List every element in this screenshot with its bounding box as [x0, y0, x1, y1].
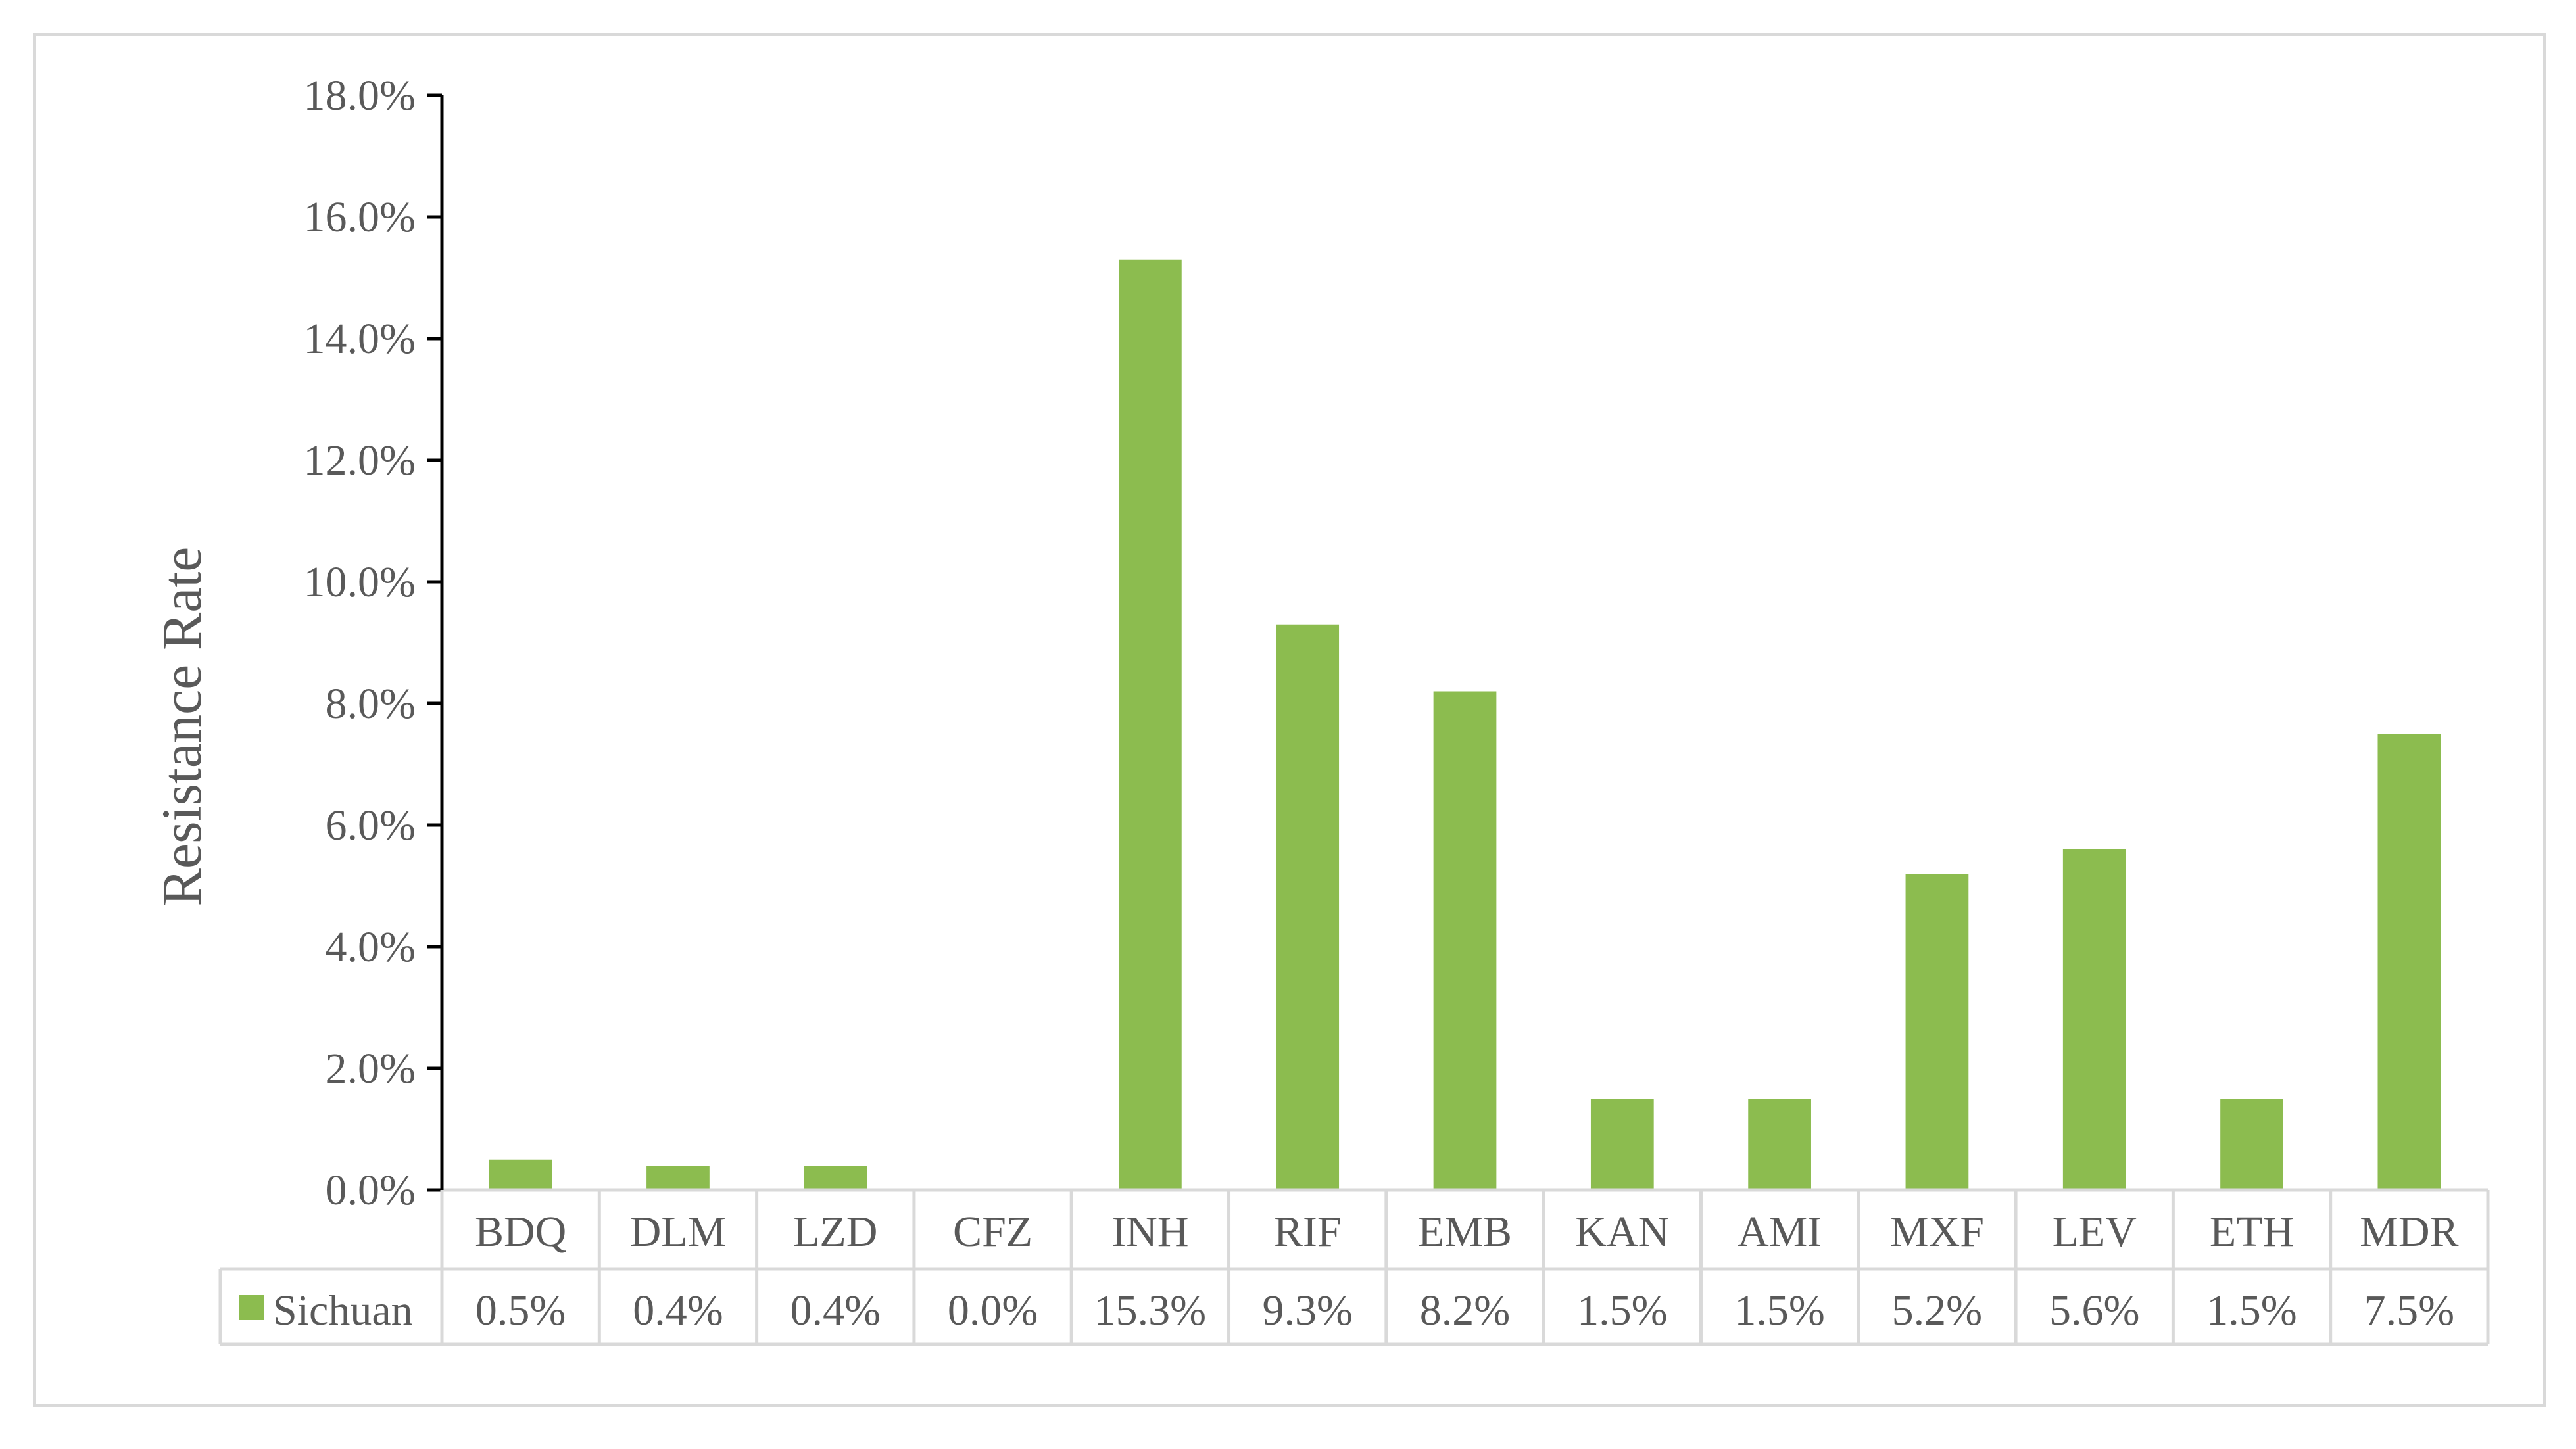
y-tick-label: 10.0% — [304, 558, 416, 606]
value-label-bdq: 0.5% — [475, 1287, 566, 1335]
bar-ami — [1748, 1099, 1811, 1190]
value-label-emb: 8.2% — [1420, 1287, 1510, 1335]
category-label-mxf: MXF — [1890, 1208, 1984, 1256]
bar-bdq — [489, 1159, 552, 1190]
value-label-mxf: 5.2% — [1892, 1287, 1982, 1335]
bar-inh — [1119, 259, 1182, 1190]
y-tick-label: 18.0% — [304, 72, 416, 120]
y-tick-label: 6.0% — [326, 801, 416, 849]
value-label-lzd: 0.4% — [790, 1287, 881, 1335]
category-label-lev: LEV — [2053, 1208, 2137, 1256]
category-label-mdr: MDR — [2360, 1208, 2458, 1256]
y-tick-label: 0.0% — [326, 1166, 416, 1214]
category-label-eth: ETH — [2210, 1208, 2294, 1256]
value-label-ami: 1.5% — [1734, 1287, 1824, 1335]
bar-lev — [2062, 849, 2126, 1190]
category-label-inh: INH — [1111, 1208, 1188, 1256]
bar-lzd — [804, 1166, 867, 1190]
y-tick-label: 12.0% — [304, 437, 416, 485]
bars — [489, 259, 2441, 1190]
value-label-rif: 9.3% — [1262, 1287, 1352, 1335]
category-label-cfz: CFZ — [953, 1208, 1033, 1256]
category-label-emb: EMB — [1418, 1208, 1512, 1256]
bar-eth — [2220, 1099, 2283, 1190]
value-label-mdr: 7.5% — [2364, 1287, 2454, 1335]
y-axis-ticks: 0.0% 2.0% 4.0% 6.0% 8.0% 10.0% 12.0% 14.0% 16.0%… — [304, 72, 442, 1214]
y-tick-label: 14.0% — [304, 315, 416, 363]
bar-rif — [1276, 624, 1340, 1190]
category-label-rif: RIF — [1274, 1208, 1342, 1256]
value-label-lev: 5.6% — [2049, 1287, 2139, 1335]
legend-label: Sichuan — [273, 1287, 413, 1335]
y-tick-label: 16.0% — [304, 193, 416, 241]
category-label-ami: AMI — [1738, 1208, 1822, 1256]
y-tick-label: 2.0% — [326, 1045, 416, 1093]
y-tick-label: 8.0% — [326, 680, 416, 728]
y-tick-label: 4.0% — [326, 923, 416, 971]
chart-frame — [33, 33, 2546, 1407]
category-label-kan: KAN — [1575, 1208, 1669, 1256]
data-table: BDQ 0.5% DLM 0.4% LZD 0.4% CFZ 0.0% INH 15.3% RIF 9… — [218, 1188, 2490, 1346]
y-axis-label-group: Resistance Rate — [150, 547, 213, 907]
bar-emb — [1433, 691, 1497, 1190]
value-label-cfz: 0.0% — [948, 1287, 1038, 1335]
category-label-dlm: DLM — [630, 1208, 727, 1256]
value-label-dlm: 0.4% — [633, 1287, 723, 1335]
legend-swatch — [239, 1295, 264, 1320]
value-label-inh: 15.3% — [1094, 1287, 1206, 1335]
category-label-bdq: BDQ — [475, 1208, 566, 1256]
category-label-lzd: LZD — [793, 1208, 877, 1256]
value-label-kan: 1.5% — [1577, 1287, 1667, 1335]
bar-mxf — [1905, 874, 1969, 1190]
y-axis-label: Resistance Rate — [150, 547, 213, 907]
value-label-eth: 1.5% — [2206, 1287, 2297, 1335]
bar-mdr — [2377, 734, 2441, 1190]
bar-dlm — [646, 1166, 710, 1190]
bar-kan — [1590, 1099, 1654, 1190]
